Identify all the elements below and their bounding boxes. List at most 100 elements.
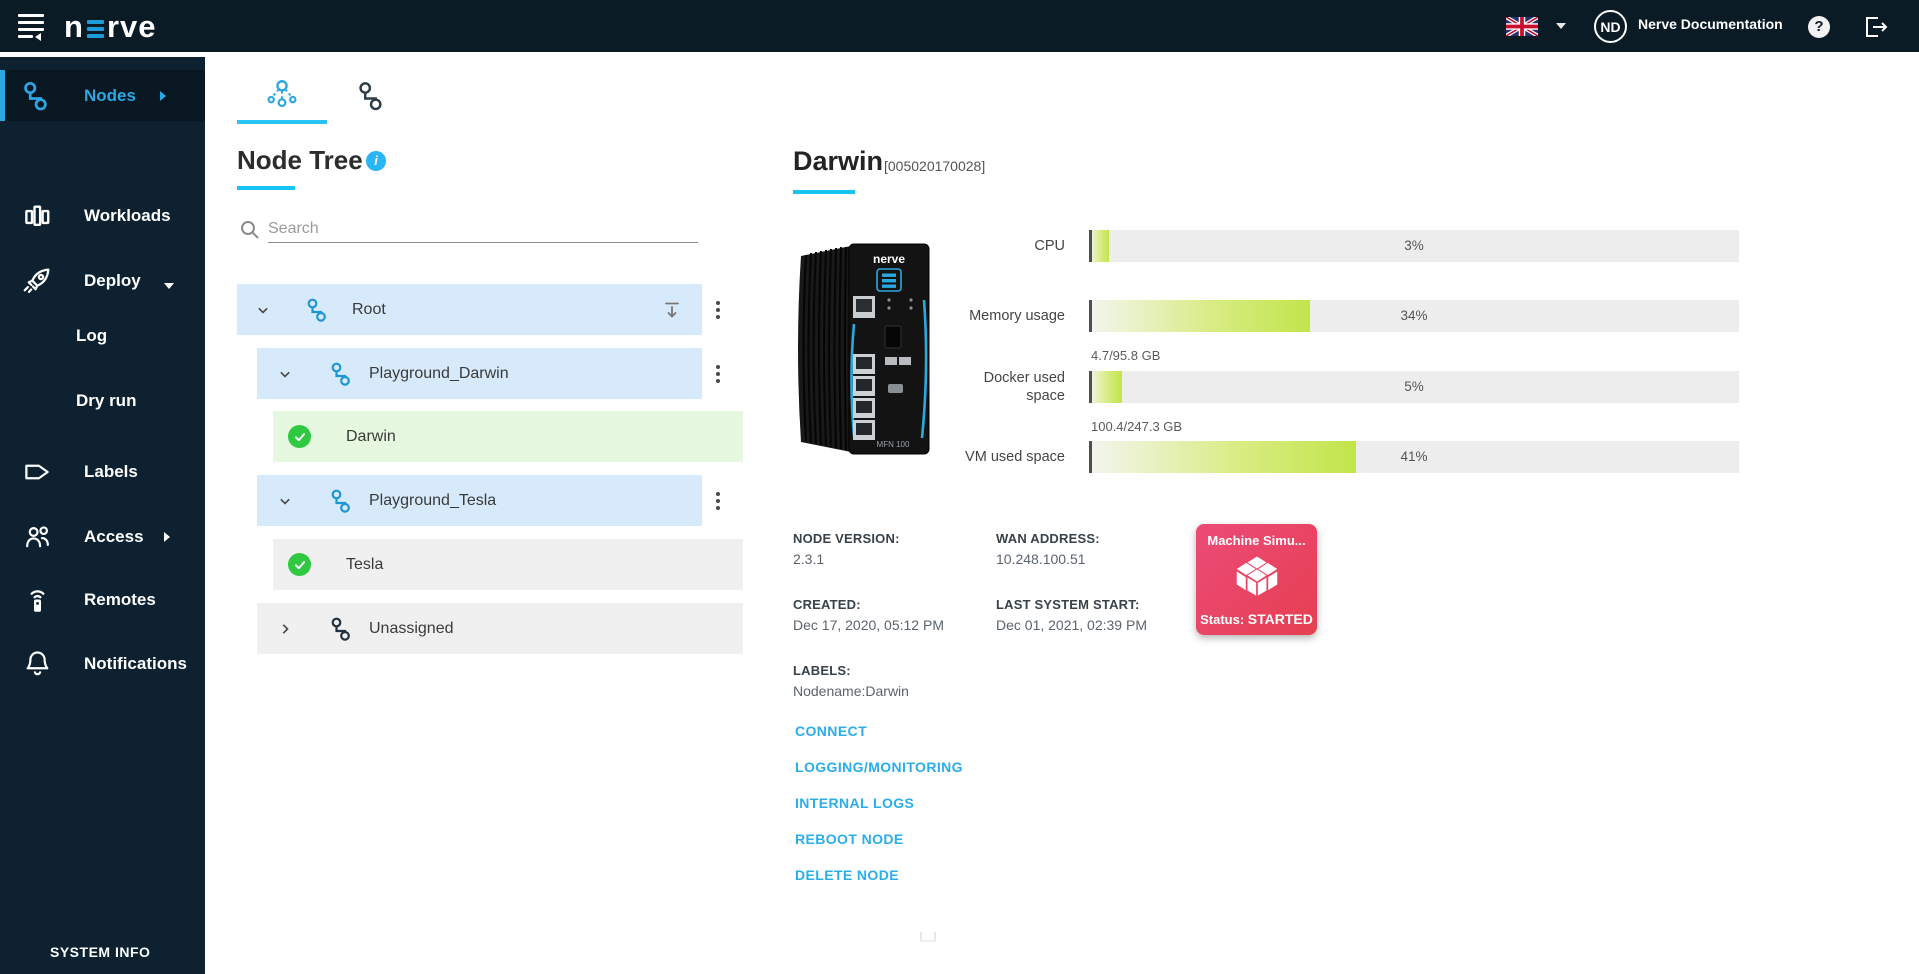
logo-suffix: rve [106, 9, 157, 44]
node-online-icon [288, 553, 311, 576]
gauge-label-docker: Docker used space [983, 369, 1065, 404]
tab-node-list[interactable] [327, 70, 417, 122]
nerve-logo: n rve [64, 9, 156, 45]
node-version-label: NODE VERSION: [793, 531, 900, 546]
submenu-expanded-icon [164, 283, 174, 289]
gauge-label-cpu: CPU [1034, 237, 1065, 254]
workload-cubes-icon [1236, 556, 1278, 596]
device-image: nerve MFN 100 [798, 243, 930, 455]
sidebar-item-log[interactable]: Log [76, 325, 108, 345]
gauge-label-memory: Memory usage [969, 307, 1065, 324]
language-dropdown-caret[interactable] [1556, 23, 1566, 29]
remotes-icon [18, 581, 56, 619]
sidebar-item-dry-run[interactable]: Dry run [76, 390, 137, 410]
connect-link[interactable]: CONNECT [795, 723, 868, 739]
created-label: CREATED: [793, 597, 861, 612]
workload-tile[interactable]: Machine Simu... Status: STARTED [1196, 524, 1317, 635]
gauge-cpu-value: 3% [1404, 238, 1424, 253]
submenu-arrow-icon [164, 531, 170, 542]
tree-row-playground-darwin[interactable]: Playground_Darwin [257, 348, 702, 399]
node-serial-number: [005020170028] [884, 158, 986, 174]
logo-prefix: n [64, 9, 84, 44]
node-online-icon [288, 425, 311, 448]
access-users-icon [18, 518, 56, 556]
node-version-value: 2.3.1 [793, 551, 825, 567]
search-icon [241, 221, 259, 239]
last-system-start-value: Dec 01, 2021, 02:39 PM [996, 617, 1147, 633]
tree-row-unassigned[interactable]: Unassigned [257, 603, 743, 654]
tree-group-icon [331, 617, 350, 641]
internal-logs-link[interactable]: INTERNAL LOGS [795, 795, 915, 811]
wan-address-label: WAN ADDRESS: [996, 531, 1100, 546]
tree-row-playground-tesla[interactable]: Playground_Tesla [257, 475, 702, 526]
gauge-docker-value: 5% [1404, 379, 1424, 394]
collapse-all-icon[interactable] [661, 299, 683, 321]
node-name-title: Darwin [793, 146, 884, 176]
sidebar-item-nodes[interactable]: Nodes [0, 70, 205, 121]
reboot-node-link[interactable]: REBOOT NODE [795, 831, 904, 847]
sidebar-item-deploy[interactable]: Deploy [0, 255, 205, 306]
logo-e-bars [86, 20, 104, 38]
tree-group-icon [307, 298, 326, 322]
vm-usage-label: 100.4/247.3 GB [1091, 419, 1183, 434]
labels-value: Nodename:Darwin [793, 683, 909, 699]
notifications-bell-icon [18, 645, 56, 683]
gauge-docker: 5% [1089, 371, 1739, 403]
title-underline [237, 186, 295, 190]
sidebar-item-access[interactable]: Access [0, 511, 205, 562]
search-input[interactable] [268, 215, 698, 243]
svg-text:nerve: nerve [873, 252, 905, 266]
page-title: Node Tree [237, 145, 363, 175]
created-value: Dec 17, 2020, 05:12 PM [793, 617, 944, 633]
submenu-arrow-icon [160, 90, 166, 101]
labels-tag-icon [18, 453, 56, 491]
sidebar-item-remotes[interactable]: Remotes [0, 574, 205, 625]
avatar-initials: ND [1600, 18, 1621, 35]
node-list-icon [359, 82, 382, 111]
deploy-rocket-icon [18, 262, 56, 300]
user-avatar[interactable]: ND [1594, 10, 1627, 43]
row-menu-icon[interactable] [706, 475, 730, 526]
chevron-down-icon[interactable] [253, 300, 273, 320]
node-tree-icon [267, 80, 297, 108]
help-icon[interactable]: ? [1808, 16, 1830, 38]
workloads-icon [18, 197, 56, 235]
chevron-down-icon[interactable] [275, 364, 295, 384]
wan-address-value: 10.248.100.51 [996, 551, 1086, 567]
logout-icon[interactable] [1862, 14, 1888, 40]
last-system-start-label: LAST SYSTEM START: [996, 597, 1140, 612]
chevron-down-icon[interactable] [275, 491, 295, 511]
tree-group-icon [331, 362, 350, 386]
sidebar-collapse-icon[interactable] [16, 11, 48, 41]
view-tabs [237, 70, 417, 124]
gauge-memory-value: 34% [1400, 308, 1428, 323]
delete-node-link[interactable]: DELETE NODE [795, 867, 899, 883]
tree-row-tesla[interactable]: Tesla [273, 539, 743, 590]
tree-row-root[interactable]: Root [237, 284, 702, 335]
svg-text:MFN 100: MFN 100 [877, 440, 910, 449]
gauge-vm-value: 41% [1400, 449, 1428, 464]
docker-usage-label: 4.7/95.8 GB [1091, 348, 1161, 363]
tree-group-icon [331, 489, 350, 513]
sidebar-item-workloads[interactable]: Workloads [0, 190, 205, 241]
sidebar-item-labels[interactable]: Labels [0, 446, 205, 497]
info-icon[interactable]: i [366, 151, 386, 171]
tree-row-darwin[interactable]: Darwin [273, 411, 743, 462]
gauge-memory: 34% [1089, 300, 1739, 332]
gauge-cpu: 3% [1089, 230, 1739, 262]
chevron-right-icon[interactable] [275, 619, 295, 639]
account-name-label: Nerve Documentation [1638, 16, 1783, 32]
nodes-icon [18, 77, 56, 115]
language-flag-icon[interactable] [1506, 17, 1538, 36]
tab-node-tree[interactable] [237, 70, 327, 124]
row-menu-icon[interactable] [706, 348, 730, 399]
sidebar-item-notifications[interactable]: Notifications [0, 638, 205, 689]
sidebar-nav: Nodes Workloads Deploy [0, 57, 205, 974]
gauge-vm: 41% [1089, 441, 1739, 473]
system-info-button[interactable]: SYSTEM INFO [50, 944, 151, 960]
gauge-label-vm: VM used space [965, 448, 1065, 465]
resize-handle[interactable] [920, 932, 936, 942]
row-menu-icon[interactable] [706, 284, 730, 335]
logging-monitoring-link[interactable]: LOGGING/MONITORING [795, 759, 963, 775]
